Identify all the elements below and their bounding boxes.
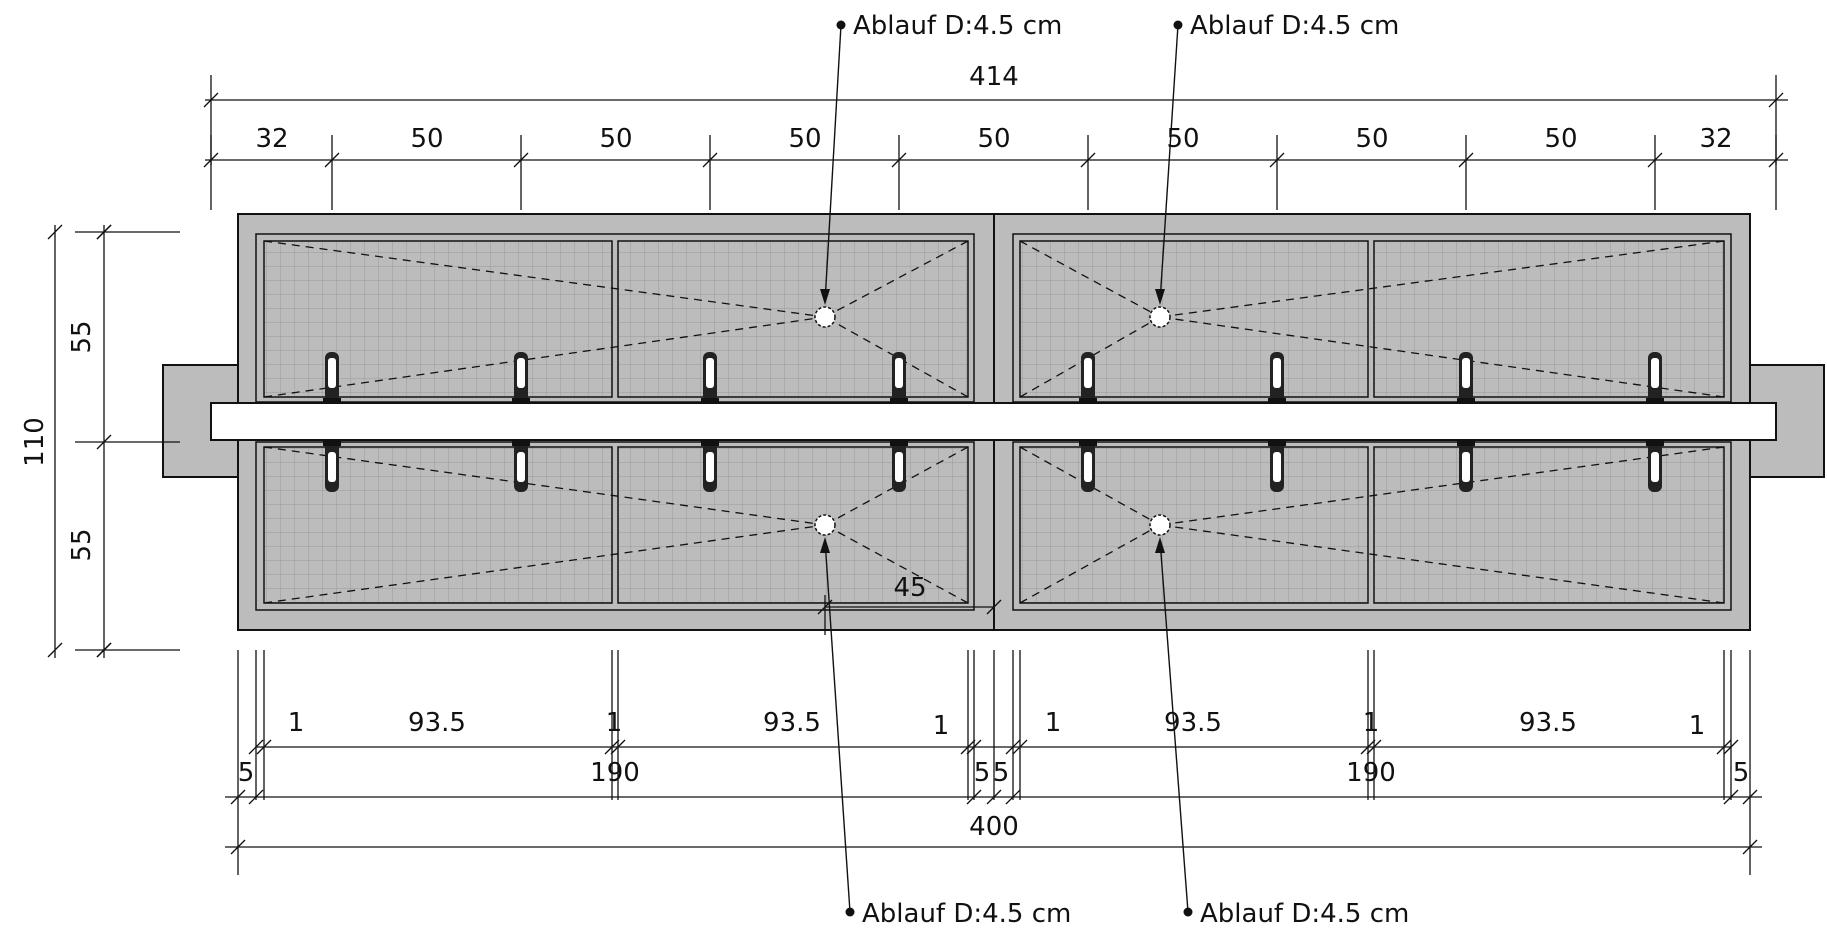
gratings	[263, 240, 1725, 604]
dim-bottom-row1: 1	[1363, 708, 1380, 738]
faucet-icon	[890, 352, 908, 492]
dimension-lines	[47, 75, 1788, 875]
dim-bottom-row2: 5	[238, 758, 255, 788]
drain-leaders	[824, 24, 1189, 913]
dim-bottom-row1: 1	[933, 711, 950, 741]
dim-bottom-row2: 5	[974, 758, 991, 788]
dim-bottom-row1: 1	[1045, 708, 1062, 738]
faucet-icon	[512, 352, 530, 492]
dim-bottom-row1: 1	[1689, 711, 1706, 741]
dim-bottom-row2: 5	[993, 758, 1010, 788]
drain-label: Ablauf D:4.5 cm	[853, 11, 1062, 41]
faucet-row	[323, 352, 1664, 492]
dim-height-total: 110	[20, 417, 50, 467]
dim-top-segment: 32	[255, 124, 288, 154]
dim-top-segment: 32	[1699, 124, 1732, 154]
slope-lines	[263, 240, 1725, 604]
dim-top-total: 414	[969, 62, 1019, 92]
dim-height-upper: 55	[67, 320, 97, 353]
faucet-icon	[323, 352, 341, 492]
spout-bar	[210, 402, 1777, 441]
dim-bottom-row1: 93.5	[763, 708, 821, 738]
dim-bottom-row2: 190	[1346, 758, 1396, 788]
dim-bottom-row2: 190	[590, 758, 640, 788]
leader-dots	[836, 20, 1193, 917]
faucet-icon	[701, 352, 719, 492]
dim-height-lower: 55	[67, 528, 97, 561]
faucet-icon	[1079, 352, 1097, 492]
dim-bottom-total: 400	[969, 812, 1019, 842]
dim-top-segment: 50	[599, 124, 632, 154]
dim-top-segment: 50	[1355, 124, 1388, 154]
dim-bottom-row1: 1	[606, 708, 623, 738]
dim-top-segment: 50	[1166, 124, 1199, 154]
drain-label: Ablauf D:4.5 cm	[1190, 11, 1399, 41]
leader-arrowheads	[820, 289, 1165, 553]
drain-label: Ablauf D:4.5 cm	[862, 899, 1071, 929]
drain-openings	[814, 306, 1171, 536]
dim-top-segment: 50	[1544, 124, 1577, 154]
dim-slope-offset: 45	[893, 573, 926, 603]
dim-bottom-row2: 5	[1733, 758, 1750, 788]
dim-bottom-row1: 93.5	[408, 708, 466, 738]
dim-bottom-row1: 1	[288, 708, 305, 738]
faucet-icon	[1268, 352, 1286, 492]
dim-top-segment: 50	[788, 124, 821, 154]
drain-label: Ablauf D:4.5 cm	[1200, 899, 1409, 929]
faucet-icon	[1646, 352, 1664, 492]
faucet-icon	[1457, 352, 1475, 492]
dim-bottom-row1: 93.5	[1519, 708, 1577, 738]
dim-top-segment: 50	[410, 124, 443, 154]
dim-top-segment: 50	[977, 124, 1010, 154]
